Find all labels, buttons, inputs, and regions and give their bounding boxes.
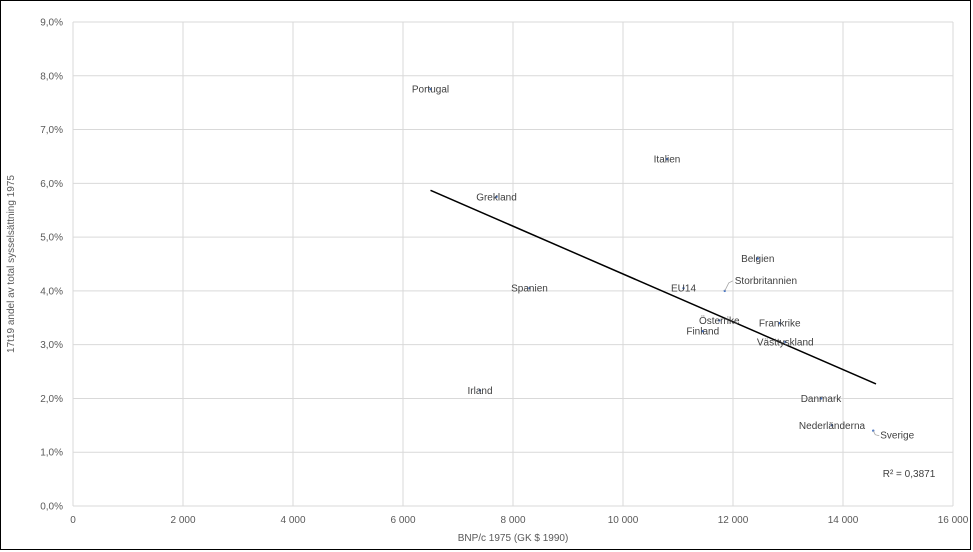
x-tick-label: 10 000 xyxy=(608,515,639,526)
point-label: Danmark xyxy=(801,394,843,405)
x-tick-labels: 0 2 000 4 000 6 000 8 000 10 000 12 000 14 000 1… xyxy=(70,515,969,526)
y-tick-label: 6,0% xyxy=(40,179,63,190)
x-tick-label: 8 000 xyxy=(500,515,525,526)
data-point xyxy=(429,88,432,91)
point-label: Spanien xyxy=(511,284,548,295)
data-point xyxy=(830,424,834,427)
data-points xyxy=(429,88,880,437)
data-point xyxy=(756,257,759,260)
point-label: Italien xyxy=(654,155,681,166)
point-label: EU14 xyxy=(671,284,696,295)
data-point xyxy=(495,195,498,198)
data-point xyxy=(478,389,482,392)
point-label: Irland xyxy=(467,386,492,397)
point-label: Finland xyxy=(686,327,719,338)
data-point xyxy=(528,287,531,290)
y-tick-label: 4,0% xyxy=(40,286,63,297)
y-tick-label: 3,0% xyxy=(40,340,63,351)
y-tick-label: 7,0% xyxy=(40,125,63,136)
data-point xyxy=(718,319,721,322)
x-tick-label: 6 000 xyxy=(390,515,415,526)
point-label: Portugal xyxy=(412,85,449,96)
leader-line xyxy=(872,430,880,437)
point-label: Österrike xyxy=(699,315,740,327)
point-label: Sverige xyxy=(880,431,914,442)
data-point xyxy=(778,321,781,325)
point-label: Nederländerna xyxy=(799,421,866,432)
trendline xyxy=(430,189,877,385)
x-tick-label: 0 xyxy=(70,515,76,526)
trendline-group xyxy=(430,189,877,385)
y-tick-label: 5,0% xyxy=(40,233,63,244)
point-labels: Portugal Italien Grekland Belgien Storbritan… xyxy=(412,85,915,442)
r-squared-label: R² = 0,3871 xyxy=(883,469,936,480)
y-tick-label: 0,0% xyxy=(40,502,63,513)
point-label: Frankrike xyxy=(759,319,801,330)
data-point xyxy=(701,330,704,333)
x-tick-label: 4 000 xyxy=(280,515,305,526)
x-tick-label: 14 000 xyxy=(828,515,859,526)
y-tick-label: 2,0% xyxy=(40,394,63,405)
data-point xyxy=(784,340,787,344)
y-tick-labels: 0,0% 1,0% 2,0% 3,0% 4,0% 5,0% 6,0% 7,0% 8,0% 9,0% xyxy=(40,18,63,513)
point-label: Grekland xyxy=(476,192,517,203)
x-axis-label: BNP/c 1975 (GK $ 1990) xyxy=(458,533,569,544)
x-tick-label: 12 000 xyxy=(718,515,749,526)
point-label: Västtyskland xyxy=(757,337,814,348)
leader-line xyxy=(724,280,733,292)
y-axis-label: 17t19 andel av total sysselsättning 1975 xyxy=(6,175,17,353)
point-label: Storbritannien xyxy=(735,276,797,287)
y-tick-label: 1,0% xyxy=(40,448,63,459)
data-point xyxy=(665,157,669,161)
y-tick-label: 8,0% xyxy=(40,71,63,82)
point-label: Belgien xyxy=(741,254,774,265)
x-tick-label: 16 000 xyxy=(938,515,969,526)
y-tick-label: 9,0% xyxy=(40,18,63,29)
data-point xyxy=(819,397,823,400)
grid-lines xyxy=(72,21,954,507)
data-point xyxy=(682,287,685,290)
x-tick-label: 2 000 xyxy=(170,515,195,526)
